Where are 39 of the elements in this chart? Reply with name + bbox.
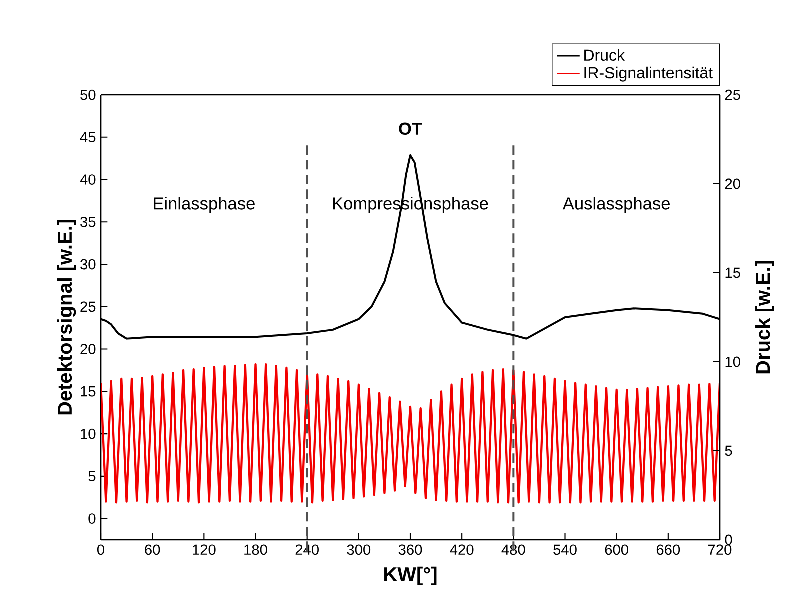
y-tick-label: 25	[80, 302, 96, 312]
y2-tick-label: 15	[726, 268, 740, 278]
y2-tick-label: 20	[725, 178, 740, 190]
y-tick-label: 5	[88, 471, 96, 482]
x-tick-label: 240	[296, 544, 319, 556]
y-tick-label: 50	[80, 90, 96, 100]
x-tick-label: 420	[450, 544, 474, 556]
y2-tick-label: 25	[725, 90, 740, 100]
y-tick-label: 15	[81, 386, 96, 397]
y2-tick-label: 0	[725, 534, 732, 546]
y2-tick-label: 5	[725, 446, 732, 456]
x-tick-label: 0	[97, 544, 104, 556]
x-tick-label: 600	[605, 544, 628, 556]
annotation: Auslassphase	[562, 197, 670, 214]
y-tick-label: 40	[80, 174, 96, 185]
y-tick-label: 0	[88, 514, 96, 524]
y2-axis-title: Druck [w.E.]	[756, 261, 774, 374]
x-tick-label: 540	[554, 544, 577, 556]
y-tick-label: 10	[81, 428, 96, 440]
annotation: Einlassphase	[154, 197, 255, 214]
x-tick-label: 180	[244, 544, 268, 556]
annotation: OT	[399, 122, 422, 136]
x-tick-label: 660	[656, 544, 680, 556]
line-series	[101, 363, 720, 504]
y-tick-label: 35	[80, 216, 96, 228]
x-axis-title: KW[°]	[384, 566, 437, 586]
x-tick-label: 300	[347, 544, 371, 556]
y2-tick-label: 10	[726, 356, 740, 368]
legend-label: IR-Signalintensität	[584, 66, 713, 82]
y-tick-label: 45	[80, 132, 96, 142]
x-tick-label: 480	[502, 544, 526, 556]
y-axis-title: Detektorsignal [w.E.]	[57, 220, 76, 415]
y-tick-label: 20	[80, 344, 96, 354]
y-tick-label: 30	[80, 259, 96, 270]
x-tick-label: 120	[193, 544, 216, 556]
legend-label: Druck	[584, 49, 626, 62]
x-tick-label: 60	[145, 544, 160, 556]
x-tick-label: 360	[398, 544, 422, 556]
x-tick-label: 720	[708, 544, 732, 556]
